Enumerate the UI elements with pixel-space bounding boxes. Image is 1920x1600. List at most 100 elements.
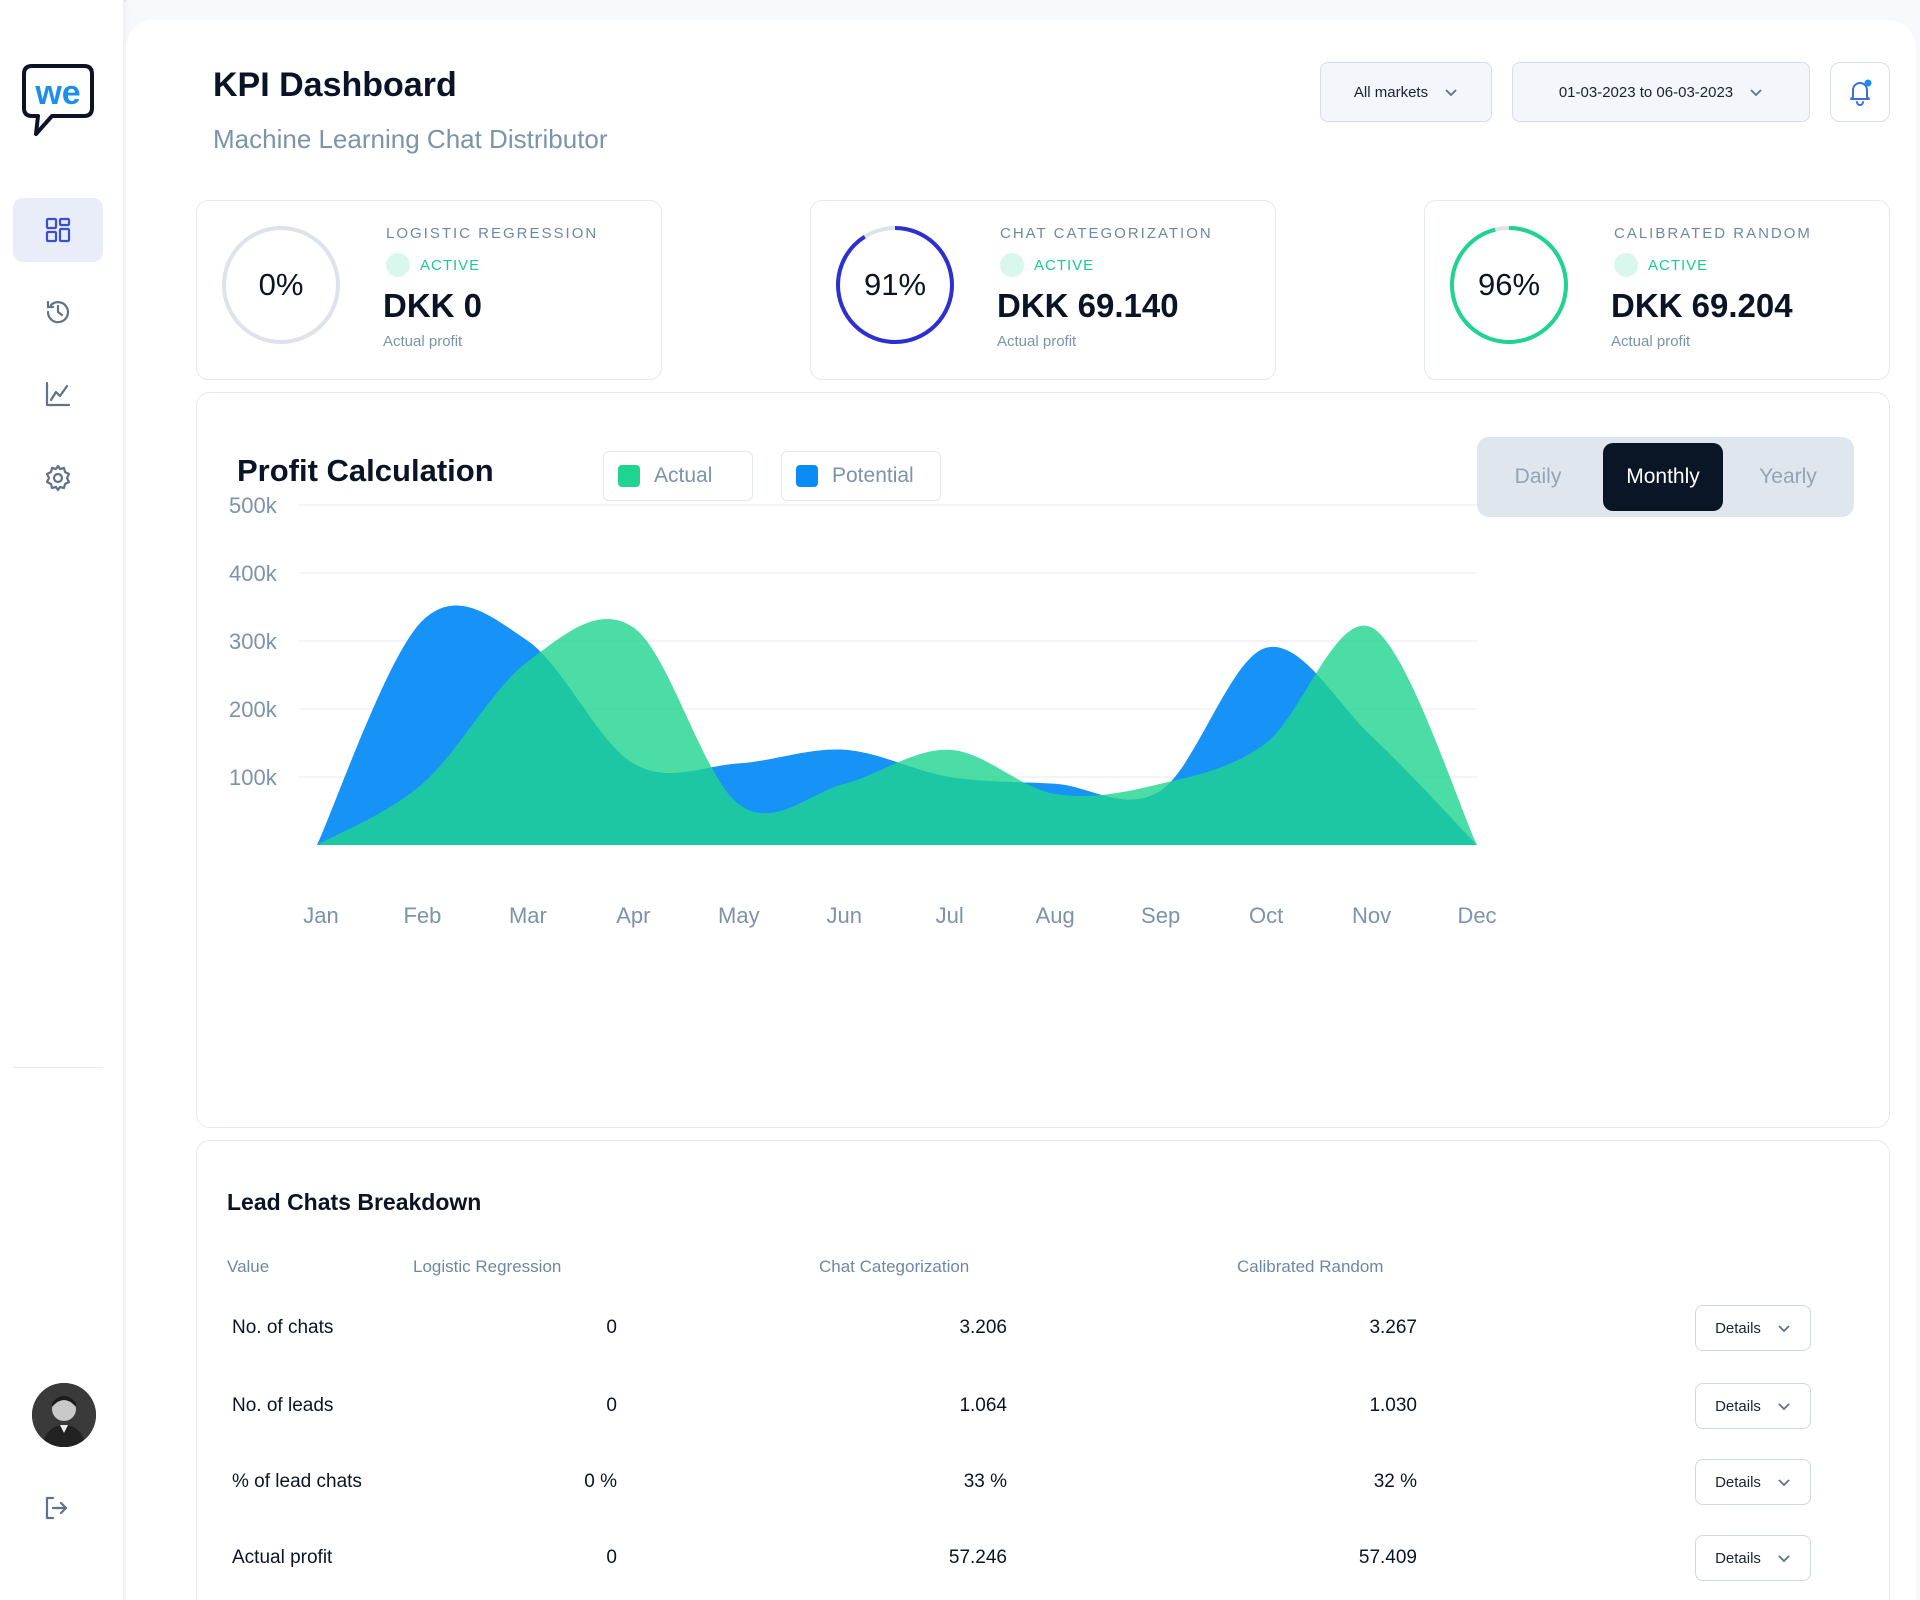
legend-actual[interactable]: Actual <box>603 451 753 501</box>
notifications-button[interactable] <box>1830 62 1890 122</box>
status-text: ACTIVE <box>1034 256 1095 274</box>
line-chart-icon <box>45 381 71 407</box>
row-label: No. of leads <box>232 1395 334 1416</box>
market-select[interactable]: All markets <box>1320 62 1492 122</box>
kpi-card-calibrated-random: 96% CALIBRATED RANDOM ACTIVE DKK 69.204 … <box>1424 200 1890 380</box>
y-tick-label: 200k <box>229 697 278 722</box>
header-calibrated-random: Calibrated Random <box>1237 1257 1384 1276</box>
progress-ring <box>1450 226 1568 344</box>
details-label: Details <box>1715 1549 1761 1567</box>
period-daily-button[interactable]: Daily <box>1514 465 1562 488</box>
profit-chart-panel: 500k 400k 300k 200k 100k Jan Feb Mar Apr May Jun Ju… <box>196 392 1890 1128</box>
date-range-select[interactable]: 01-03-2023 to 06-03-2023 <box>1512 62 1810 122</box>
x-tick-label: Jan <box>303 903 338 928</box>
cell-cr: 32 % <box>1373 1471 1417 1492</box>
status-badge: ACTIVE <box>386 253 480 277</box>
status-text: ACTIVE <box>1648 256 1709 274</box>
kpi-caption: Actual profit <box>997 333 1077 350</box>
y-tick-label: 400k <box>229 561 278 586</box>
details-label: Details <box>1715 1473 1761 1491</box>
cell-cr: 3.267 <box>1369 1317 1417 1338</box>
chevron-down-icon <box>1445 89 1457 97</box>
sidebar-item-settings[interactable] <box>13 446 103 510</box>
legend-potential[interactable]: Potential <box>781 451 941 501</box>
sidebar-divider <box>13 1067 103 1068</box>
period-monthly-button[interactable]: Monthly <box>1603 443 1723 511</box>
cell-cr: 57.409 <box>1358 1547 1417 1568</box>
gear-icon <box>45 464 71 492</box>
sidebar: we <box>0 0 124 1600</box>
chevron-down-icon <box>1778 1555 1790 1563</box>
sidebar-item-dashboard[interactable] <box>13 198 103 262</box>
logout-button[interactable] <box>38 1490 74 1526</box>
status-dot-icon <box>1000 253 1024 277</box>
cell-lr: 0 <box>606 1317 617 1338</box>
profit-area-chart: 500k 400k 300k 200k 100k Jan Feb Mar Apr May Jun Ju… <box>229 493 1497 928</box>
sidebar-item-history[interactable] <box>13 280 103 344</box>
details-button[interactable]: Details <box>1695 1459 1811 1505</box>
y-tick-label: 300k <box>229 629 278 654</box>
chevron-down-icon <box>1778 1403 1790 1411</box>
bell-icon <box>1850 79 1872 106</box>
x-tick-label: Feb <box>403 903 441 928</box>
kpi-card-logistic-regression: 0% LOGISTIC REGRESSION ACTIVE DKK 0 Actu… <box>196 200 662 380</box>
legend-swatch-actual <box>618 465 640 487</box>
sidebar-item-analytics[interactable] <box>13 362 103 426</box>
details-label: Details <box>1715 1397 1761 1415</box>
logo-text: we <box>34 74 80 112</box>
x-tick-label: Nov <box>1352 903 1391 928</box>
cell-cc: 1.064 <box>959 1395 1007 1416</box>
x-tick-label: Dec <box>1457 903 1496 928</box>
progress-ring <box>836 226 954 344</box>
cell-lr: 0 <box>606 1547 617 1568</box>
cell-cr: 1.030 <box>1369 1395 1417 1416</box>
chart-title: Profit Calculation <box>237 453 494 488</box>
x-tick-label: Jun <box>827 903 862 928</box>
kpi-value: DKK 69.204 <box>1611 287 1793 324</box>
cell-cc: 33 % <box>963 1471 1007 1492</box>
details-button[interactable]: Details <box>1695 1305 1811 1351</box>
row-label: No. of chats <box>232 1317 334 1338</box>
cell-cc: 57.246 <box>948 1547 1007 1568</box>
kpi-label: LOGISTIC REGRESSION <box>386 225 599 242</box>
details-button[interactable]: Details <box>1695 1383 1811 1429</box>
kpi-percent: 96% <box>1477 267 1541 302</box>
kpi-card-chat-categorization: 91% CHAT CATEGORIZATION ACTIVE DKK 69.14… <box>810 200 1276 380</box>
cell-lr: 0 % <box>584 1471 617 1492</box>
header-logistic-regression: Logistic Regression <box>413 1257 562 1276</box>
kpi-percent: 0% <box>258 267 304 302</box>
x-tick-label: Oct <box>1249 903 1283 928</box>
status-badge: ACTIVE <box>1000 253 1094 277</box>
header-value: Value <box>227 1257 270 1276</box>
kpi-caption: Actual profit <box>383 333 463 350</box>
status-badge: ACTIVE <box>1614 253 1708 277</box>
area-series-actual <box>317 619 1477 845</box>
chevron-down-icon <box>1750 89 1762 97</box>
page-title: KPI Dashboard <box>213 66 457 104</box>
avatar[interactable] <box>32 1383 96 1447</box>
y-tick-label: 500k <box>229 493 278 518</box>
status-dot-icon <box>1614 253 1638 277</box>
details-label: Details <box>1715 1319 1761 1337</box>
date-range-value: 01-03-2023 to 06-03-2023 <box>1558 83 1734 101</box>
legend-swatch-potential <box>796 465 818 487</box>
market-select-value: All markets <box>1353 83 1429 101</box>
x-tick-label: Jul <box>936 903 964 928</box>
page-subtitle: Machine Learning Chat Distributor <box>213 124 608 154</box>
row-label: % of lead chats <box>232 1471 362 1492</box>
status-dot-icon <box>386 253 410 277</box>
period-yearly-button[interactable]: Yearly <box>1759 465 1817 488</box>
user-avatar-icon <box>32 1383 96 1447</box>
y-tick-label: 100k <box>229 765 278 790</box>
cell-lr: 0 <box>606 1395 617 1416</box>
kpi-label: CHAT CATEGORIZATION <box>1000 225 1213 242</box>
grid-icon <box>45 217 71 243</box>
table-title: Lead Chats Breakdown <box>227 1189 482 1215</box>
period-toggle: Daily Monthly Yearly <box>1477 437 1854 517</box>
kpi-caption: Actual profit <box>1611 333 1691 350</box>
history-icon <box>46 300 70 324</box>
legend-label: Actual <box>654 464 713 487</box>
chevron-down-icon <box>1778 1479 1790 1487</box>
row-label: Actual profit <box>232 1547 333 1568</box>
details-button[interactable]: Details <box>1695 1535 1811 1581</box>
